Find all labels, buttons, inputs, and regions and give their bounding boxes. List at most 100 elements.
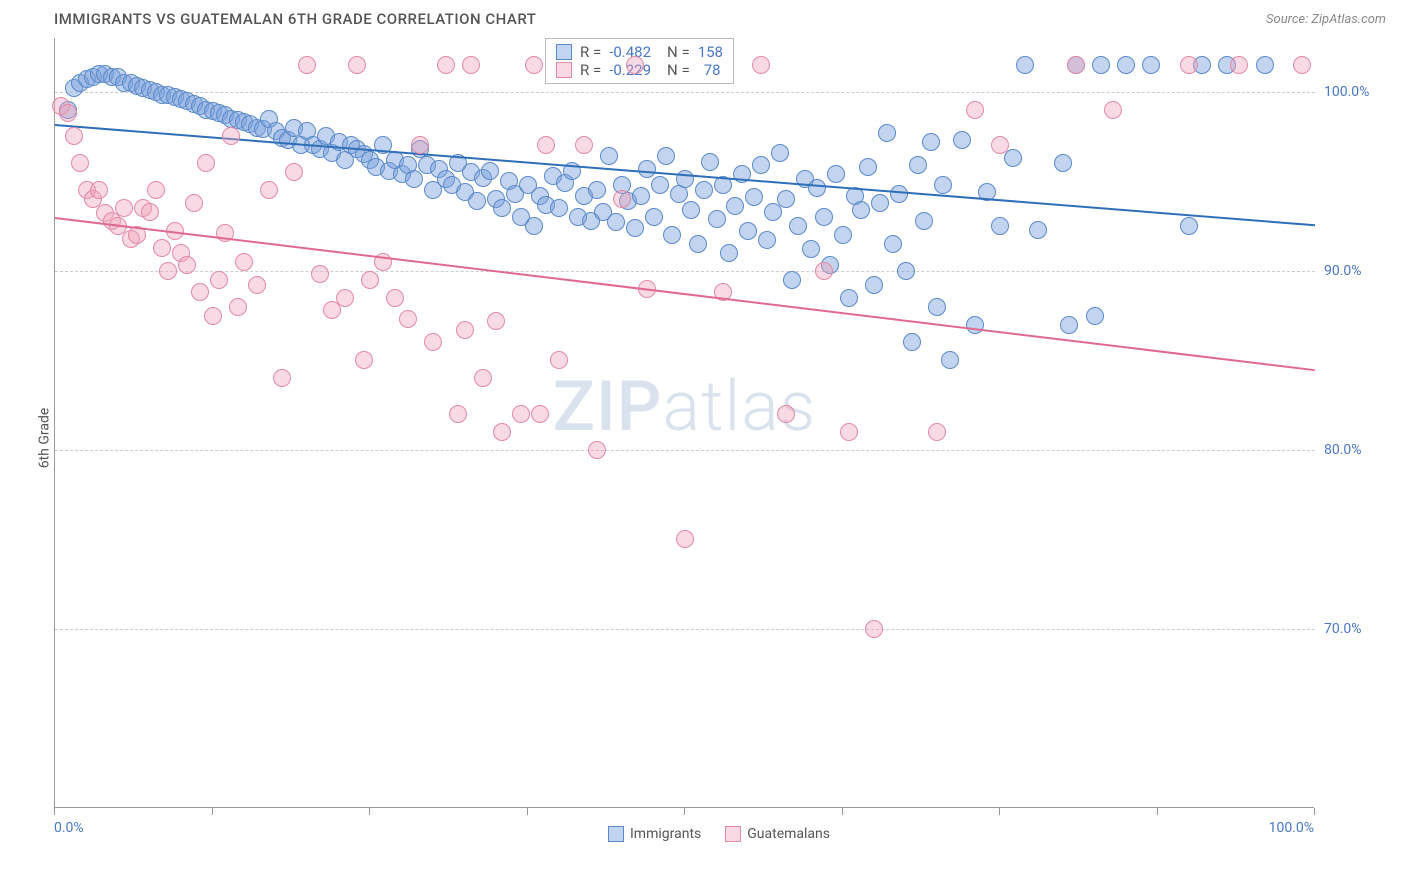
data-point — [65, 127, 83, 145]
data-point — [197, 154, 215, 172]
data-point — [638, 160, 656, 178]
data-point — [298, 56, 316, 74]
chart-title: IMMIGRANTS VS GUATEMALAN 6TH GRADE CORRE… — [54, 10, 536, 28]
data-point — [915, 212, 933, 230]
gridline — [55, 450, 1315, 451]
x-axis-max-label: 100.0% — [1269, 820, 1314, 836]
data-point — [928, 423, 946, 441]
data-point — [632, 187, 650, 205]
y-tick-label: 90.0% — [1324, 263, 1362, 279]
data-point — [745, 188, 763, 206]
chart-container: 6th Grade ZIPatlas R = -0.482 N = 158 R … — [54, 38, 1384, 838]
data-point — [204, 307, 222, 325]
data-point — [399, 310, 417, 328]
data-point — [663, 226, 681, 244]
data-point — [550, 199, 568, 217]
trend-line — [55, 217, 1315, 371]
x-tick — [369, 808, 370, 815]
data-point — [777, 405, 795, 423]
x-tick — [1314, 808, 1315, 815]
data-point — [474, 369, 492, 387]
data-point — [462, 56, 480, 74]
gridline — [55, 92, 1315, 93]
data-point — [651, 176, 669, 194]
data-point — [1293, 56, 1311, 74]
data-point — [115, 199, 133, 217]
data-point — [708, 210, 726, 228]
data-point — [191, 283, 209, 301]
data-point — [739, 222, 757, 240]
data-point — [884, 235, 902, 253]
data-point — [695, 181, 713, 199]
data-point — [361, 271, 379, 289]
y-tick-label: 100.0% — [1324, 84, 1369, 100]
data-point — [537, 136, 555, 154]
legend-label-immigrants: Immigrants — [630, 826, 701, 842]
x-tick — [842, 808, 843, 815]
data-point — [966, 101, 984, 119]
data-point — [1180, 56, 1198, 74]
data-point — [1104, 101, 1122, 119]
x-tick — [527, 808, 528, 815]
data-point — [626, 56, 644, 74]
data-point — [1086, 307, 1104, 325]
data-point — [90, 181, 108, 199]
legend-swatch-immigrants — [608, 826, 624, 842]
data-point — [815, 208, 833, 226]
data-point — [897, 262, 915, 280]
data-point — [348, 56, 366, 74]
data-point — [273, 369, 291, 387]
data-point — [405, 170, 423, 188]
data-point — [575, 136, 593, 154]
data-point — [178, 256, 196, 274]
data-point — [903, 333, 921, 351]
data-point — [840, 423, 858, 441]
data-point — [222, 127, 240, 145]
data-point — [1092, 56, 1110, 74]
x-tick — [1157, 808, 1158, 815]
y-tick-label: 80.0% — [1324, 442, 1362, 458]
data-point — [771, 144, 789, 162]
data-point — [260, 181, 278, 199]
data-point — [852, 201, 870, 219]
data-point — [922, 133, 940, 151]
x-axis-min-label: 0.0% — [54, 820, 84, 836]
data-point — [525, 56, 543, 74]
data-point — [871, 194, 889, 212]
data-point — [248, 276, 266, 294]
data-point — [991, 217, 1009, 235]
data-point — [657, 147, 675, 165]
data-point — [71, 154, 89, 172]
plot-area: ZIPatlas R = -0.482 N = 158 R = -0.229 N… — [54, 38, 1314, 808]
data-point — [953, 131, 971, 149]
data-point — [909, 156, 927, 174]
data-point — [626, 219, 644, 237]
data-point — [512, 405, 530, 423]
data-point — [159, 262, 177, 280]
data-point — [720, 244, 738, 262]
data-point — [456, 321, 474, 339]
data-point — [449, 405, 467, 423]
data-point — [726, 197, 744, 215]
data-point — [1016, 56, 1034, 74]
x-tick — [54, 808, 55, 815]
data-point — [689, 235, 707, 253]
data-point — [59, 104, 77, 122]
data-point — [613, 190, 631, 208]
data-point — [185, 194, 203, 212]
data-point — [752, 156, 770, 174]
x-tick — [212, 808, 213, 815]
data-point — [550, 351, 568, 369]
data-point — [141, 203, 159, 221]
data-point — [676, 530, 694, 548]
data-point — [758, 231, 776, 249]
data-point — [777, 190, 795, 208]
data-point — [153, 239, 171, 257]
data-point — [1180, 217, 1198, 235]
data-point — [1067, 56, 1085, 74]
data-point — [941, 351, 959, 369]
data-point — [1142, 56, 1160, 74]
gridline — [55, 629, 1315, 630]
data-point — [645, 208, 663, 226]
data-point — [1029, 221, 1047, 239]
